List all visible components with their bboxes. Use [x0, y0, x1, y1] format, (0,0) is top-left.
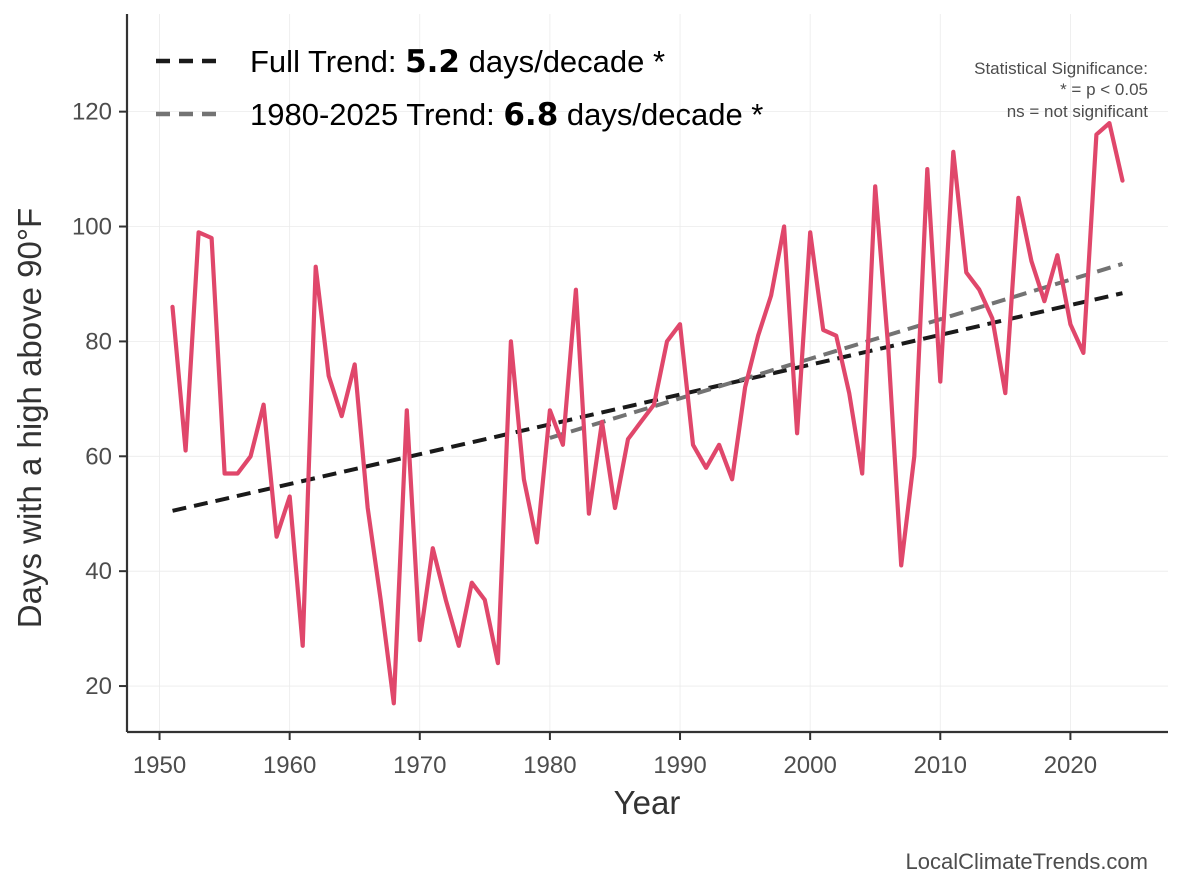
x-ticks: 1950 1960 1970 1980 1990 2000 2010 2020: [133, 732, 1097, 779]
legend-trend-rate: 5.2: [405, 44, 460, 80]
trend-line-0: [172, 291, 1123, 513]
trend-lines: [172, 261, 1124, 513]
legend-label-prefix: 1980-2025 Trend:: [250, 97, 503, 132]
x-tick-label-2020: 2020: [1044, 752, 1097, 779]
trend-line-1: [549, 261, 1124, 440]
x-tick-label-1990: 1990: [653, 752, 706, 779]
legend-label-suffix: days/decade *: [460, 44, 665, 79]
y-tick-label-40: 40: [85, 558, 112, 585]
legend-label-suffix: days/decade *: [558, 97, 763, 132]
series-lines: [170, 120, 1125, 706]
y-axis-title: Days with a high above 90°F: [11, 208, 48, 628]
x-tick-label-2010: 2010: [914, 752, 967, 779]
y-tick-label-60: 60: [85, 443, 112, 470]
x-tick-label-1980: 1980: [523, 752, 576, 779]
y-tick-label-100: 100: [72, 214, 112, 241]
legend-trend-rate: 6.8: [503, 97, 558, 133]
y-tick-label-80: 80: [85, 328, 112, 355]
y-tick-label-20: 20: [85, 673, 112, 700]
significance-note-title: Statistical Significance:: [974, 59, 1148, 78]
x-tick-label-1970: 1970: [393, 752, 446, 779]
y-ticks: 20 40 60 80 100 120: [72, 99, 127, 700]
legend-label-1: 1980-2025 Trend: 6.8 days/decade *: [250, 97, 763, 133]
x-axis-title: Year: [614, 784, 681, 821]
x-tick-label-1960: 1960: [263, 752, 316, 779]
x-tick-label-2000: 2000: [783, 752, 836, 779]
y-tick-label-120: 120: [72, 99, 112, 126]
legend: Full Trend: 5.2 days/decade *1980-2025 T…: [156, 44, 763, 133]
legend-label-0: Full Trend: 5.2 days/decade *: [250, 44, 665, 80]
series-line-0: [170, 120, 1125, 706]
source-credit: LocalClimateTrends.com: [906, 849, 1149, 874]
legend-label-prefix: Full Trend:: [250, 44, 405, 79]
significance-note-ns: ns = not significant: [1007, 102, 1149, 121]
x-tick-label-1950: 1950: [133, 752, 186, 779]
significance-note-p-value: * = p < 0.05: [1060, 80, 1148, 99]
